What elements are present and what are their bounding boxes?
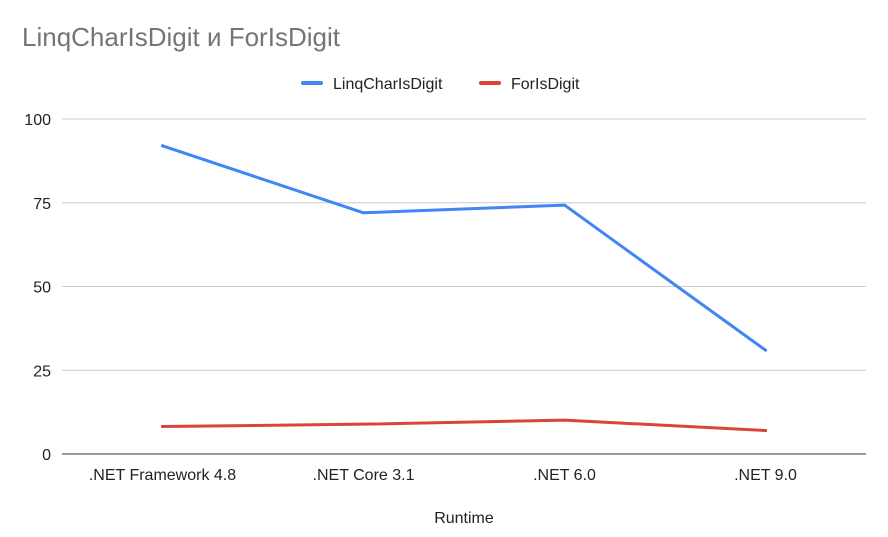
x-tick-label: .NET 9.0 — [734, 467, 797, 484]
y-tick-label: 100 — [24, 112, 51, 129]
y-tick-label: 25 — [33, 363, 51, 380]
legend-label: ForIsDigit — [511, 76, 580, 93]
series-lines — [161, 144, 767, 433]
x-tick-label: .NET Core 3.1 — [313, 467, 415, 484]
x-tick-label: .NET 6.0 — [533, 467, 596, 484]
legend: LinqCharIsDigit ForIsDigit — [301, 76, 580, 93]
legend-label: LinqCharIsDigit — [333, 76, 443, 93]
data-point — [764, 429, 767, 433]
data-point — [161, 144, 164, 148]
y-tick-label: 75 — [33, 196, 51, 213]
data-point — [563, 418, 566, 422]
y-tick-label: 0 — [42, 447, 51, 464]
data-point — [362, 422, 365, 426]
gridlines — [62, 118, 866, 371]
chart-title: LinqCharIsDigit и ForIsDigit — [22, 22, 340, 52]
data-point — [362, 211, 365, 215]
series-line-forisdigit — [161, 418, 767, 433]
data-point — [161, 425, 164, 429]
x-axis-title: Runtime — [434, 510, 494, 527]
axes: 0 25 50 75 100 .NET Framework 4.8 .NET Core 3.… — [24, 112, 866, 484]
y-tick-label: 50 — [33, 280, 51, 297]
series-line-linqcharisdigit — [161, 144, 767, 352]
data-point — [563, 203, 566, 207]
data-point — [764, 348, 767, 352]
x-tick-label: .NET Framework 4.8 — [89, 467, 236, 484]
